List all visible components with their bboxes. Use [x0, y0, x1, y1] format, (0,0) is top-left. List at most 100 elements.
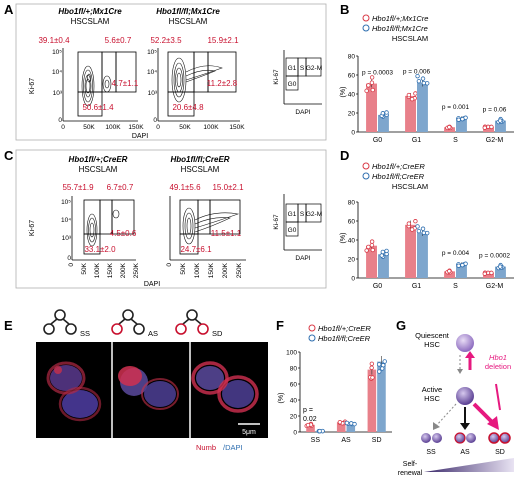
a-plot1-g1-value: 39.1±0.4 — [38, 36, 70, 45]
b-data-point — [366, 83, 371, 88]
a-plot1-ytick: 10³ — [53, 90, 63, 97]
b-data-point — [447, 124, 452, 130]
d-category-label: G2-M — [486, 283, 504, 290]
c-plot1-ytick: 10⁵ — [61, 199, 71, 206]
g-active-label: Active — [422, 385, 442, 394]
b-ytick-label: 0 — [351, 130, 355, 137]
f-data-point — [369, 361, 375, 366]
a-ylabel: Ki-67 — [29, 78, 36, 94]
c-plot1-g2m-value: 4.5±0.6 — [110, 229, 137, 238]
a-schema-g1: G1 — [288, 65, 297, 72]
c-plot1-g0-value: 33.1±2.0 — [84, 245, 116, 254]
a-plot1-axes — [62, 48, 138, 122]
b-data-point — [369, 80, 375, 85]
c-ylabel: Ki-67 — [29, 220, 36, 236]
a-schema-ylabel: Ki-67 — [273, 69, 280, 85]
f-data-point — [337, 419, 343, 425]
d-bar — [405, 224, 416, 278]
f-bar — [367, 369, 377, 432]
f-p-annotation: p = — [303, 407, 313, 414]
panel-c-letter: C — [4, 148, 14, 163]
a-plot2-xtick: 100K — [203, 124, 219, 131]
b-data-point — [460, 116, 465, 122]
b-data-point — [409, 96, 415, 102]
f-category-label: SD — [372, 437, 382, 444]
f-data-point — [370, 375, 375, 380]
a-plot1-g2m-value: 4.7±1.1 — [112, 79, 139, 88]
d-legend-ctrl: Hbo1fl/+;CreER — [372, 162, 425, 171]
b-legend-ko: Hbo1fl/fl;Mx1Cre — [372, 24, 428, 33]
panel-a-letter: A — [4, 2, 14, 17]
a-plot1-s-value: 5.6±0.7 — [105, 36, 132, 45]
e-stain-dapi: /DAPI — [223, 443, 243, 452]
f-category-label: AS — [341, 437, 351, 444]
c-schema-g1: G1 — [288, 211, 297, 218]
e-label-as: AS — [148, 329, 158, 338]
c-plot1-ytick: 10⁴ — [61, 217, 71, 224]
d-bar — [456, 263, 467, 278]
b-data-point — [369, 75, 375, 80]
f-legend-ctrl-marker — [308, 324, 316, 332]
a-schema-g2m: G2-M — [306, 65, 322, 72]
f-legend-ko-marker — [308, 334, 316, 342]
d-legend-ko-marker — [362, 172, 370, 180]
panel-g-letter: G — [396, 318, 406, 333]
d-bar — [366, 245, 377, 278]
e-division-icons — [43, 309, 209, 335]
g-active-label2: HSC — [424, 394, 440, 403]
c-plot1-s-value: 6.7±0.7 — [107, 183, 134, 192]
a-plot2-g0-value: 20.6±4.8 — [172, 103, 204, 112]
b-ylabel: (%) — [340, 87, 347, 98]
f-bar — [377, 361, 386, 432]
d-data-point — [364, 248, 369, 253]
b-bar — [483, 127, 494, 132]
a-plot1-g0-value: 50.6±1.4 — [82, 103, 114, 112]
d-data-point — [366, 244, 371, 250]
b-bar — [366, 83, 377, 132]
c-plot1-xtick: 200K — [120, 262, 127, 278]
g-ss-arrow — [435, 403, 457, 427]
c-plot2-g0-value: 24.7±6.1 — [180, 245, 212, 254]
a-plot1-xtick: 0 — [61, 124, 65, 131]
b-bar — [456, 117, 467, 132]
g-as-arrowhead — [460, 423, 470, 430]
d-p-value: p = 0.004 — [442, 250, 470, 257]
b-ytick-label: 40 — [348, 92, 356, 99]
c-plot2-xtick: 100K — [194, 262, 201, 278]
d-data-point — [369, 239, 375, 244]
panel-e: E SS — [4, 309, 268, 452]
g-self-renewal-label2: renewal — [398, 470, 423, 477]
b-p-value: p = 0.06 — [483, 107, 507, 114]
d-data-point — [416, 228, 422, 234]
b-legend-ctrl-marker — [362, 14, 370, 22]
f-ytick-label: 40 — [290, 398, 298, 405]
panel-b: B Hbo1fl/+;Mx1Cre Hbo1fl/fl;Mx1Cre HSCSL… — [340, 2, 514, 144]
d-ytick-label: 40 — [348, 238, 356, 245]
a-plot1-title: Hbo1fl/+;Mx1Cre — [58, 7, 122, 16]
sd-division-icon — [175, 309, 209, 335]
f-category-label: SS — [311, 437, 321, 444]
d-data-point — [482, 271, 487, 276]
g-outcome-sd — [488, 432, 511, 444]
g-quiescent-label2: HSC — [424, 340, 440, 349]
f-ytick-label: 20 — [290, 414, 298, 421]
c-plot1-ytick: 10³ — [62, 235, 72, 242]
b-data-point — [415, 73, 420, 79]
d-bar — [483, 273, 494, 278]
c-schema-ylabel: Ki-67 — [273, 214, 280, 230]
b-bar — [378, 114, 389, 132]
a-plot2-xtick: 50K — [179, 124, 191, 131]
f-ytick-label: 100 — [286, 350, 297, 357]
f-ytick-label: 80 — [290, 366, 298, 373]
b-data-point — [420, 76, 426, 81]
b-subtitle: HSCSLAM — [392, 34, 428, 43]
panel-g: G Quiescent HSC Hbo1 deletion Active HSC — [396, 318, 514, 477]
panel-c: C Hbo1fl/+;CreER HSCSLAM 55.7±1.9 6.7±0.… — [4, 148, 327, 289]
panel-d: D Hbo1fl/+;CreER Hbo1fl/fl;CreER HSCSLAM… — [340, 148, 514, 290]
d-subtitle: HSCSLAM — [392, 182, 428, 191]
c-plot1-xtick: 250K — [133, 262, 140, 278]
b-ytick-label: 20 — [348, 111, 356, 118]
d-data-point — [380, 249, 386, 255]
b-data-point — [416, 78, 422, 84]
c-plot2-g2m-value: 11.5±1.1 — [211, 229, 242, 238]
